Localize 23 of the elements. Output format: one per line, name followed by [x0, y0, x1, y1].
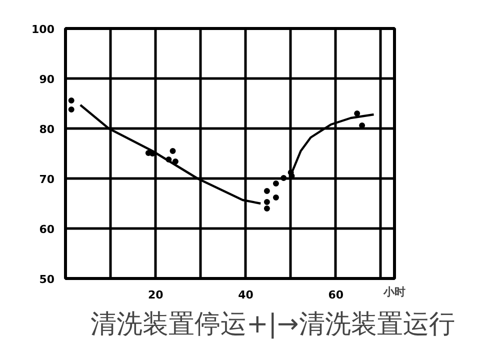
y-tick-label: 100	[32, 23, 55, 36]
y-tick-label: 50	[39, 273, 55, 286]
point	[280, 175, 287, 181]
point	[68, 98, 74, 104]
point	[170, 148, 176, 154]
point	[354, 110, 360, 116]
x-axis-title: 小时	[382, 286, 406, 298]
point	[172, 158, 178, 164]
y-tick-label: 60	[39, 223, 55, 236]
point	[166, 156, 172, 162]
x-tick-label: 20	[148, 288, 164, 302]
point	[264, 206, 270, 212]
point	[264, 199, 270, 205]
point	[272, 194, 279, 200]
y-tick-label: 70	[39, 173, 55, 186]
y-tick-label: 80	[39, 123, 55, 136]
x-tick-label: 60	[328, 288, 344, 302]
point	[264, 188, 270, 194]
y-tick-label: 90	[39, 73, 55, 86]
point	[272, 180, 279, 186]
point	[68, 106, 74, 112]
x-tick-label: 40	[238, 288, 254, 302]
text: 清洗装置停运+|→清洗装置运行	[90, 310, 455, 340]
